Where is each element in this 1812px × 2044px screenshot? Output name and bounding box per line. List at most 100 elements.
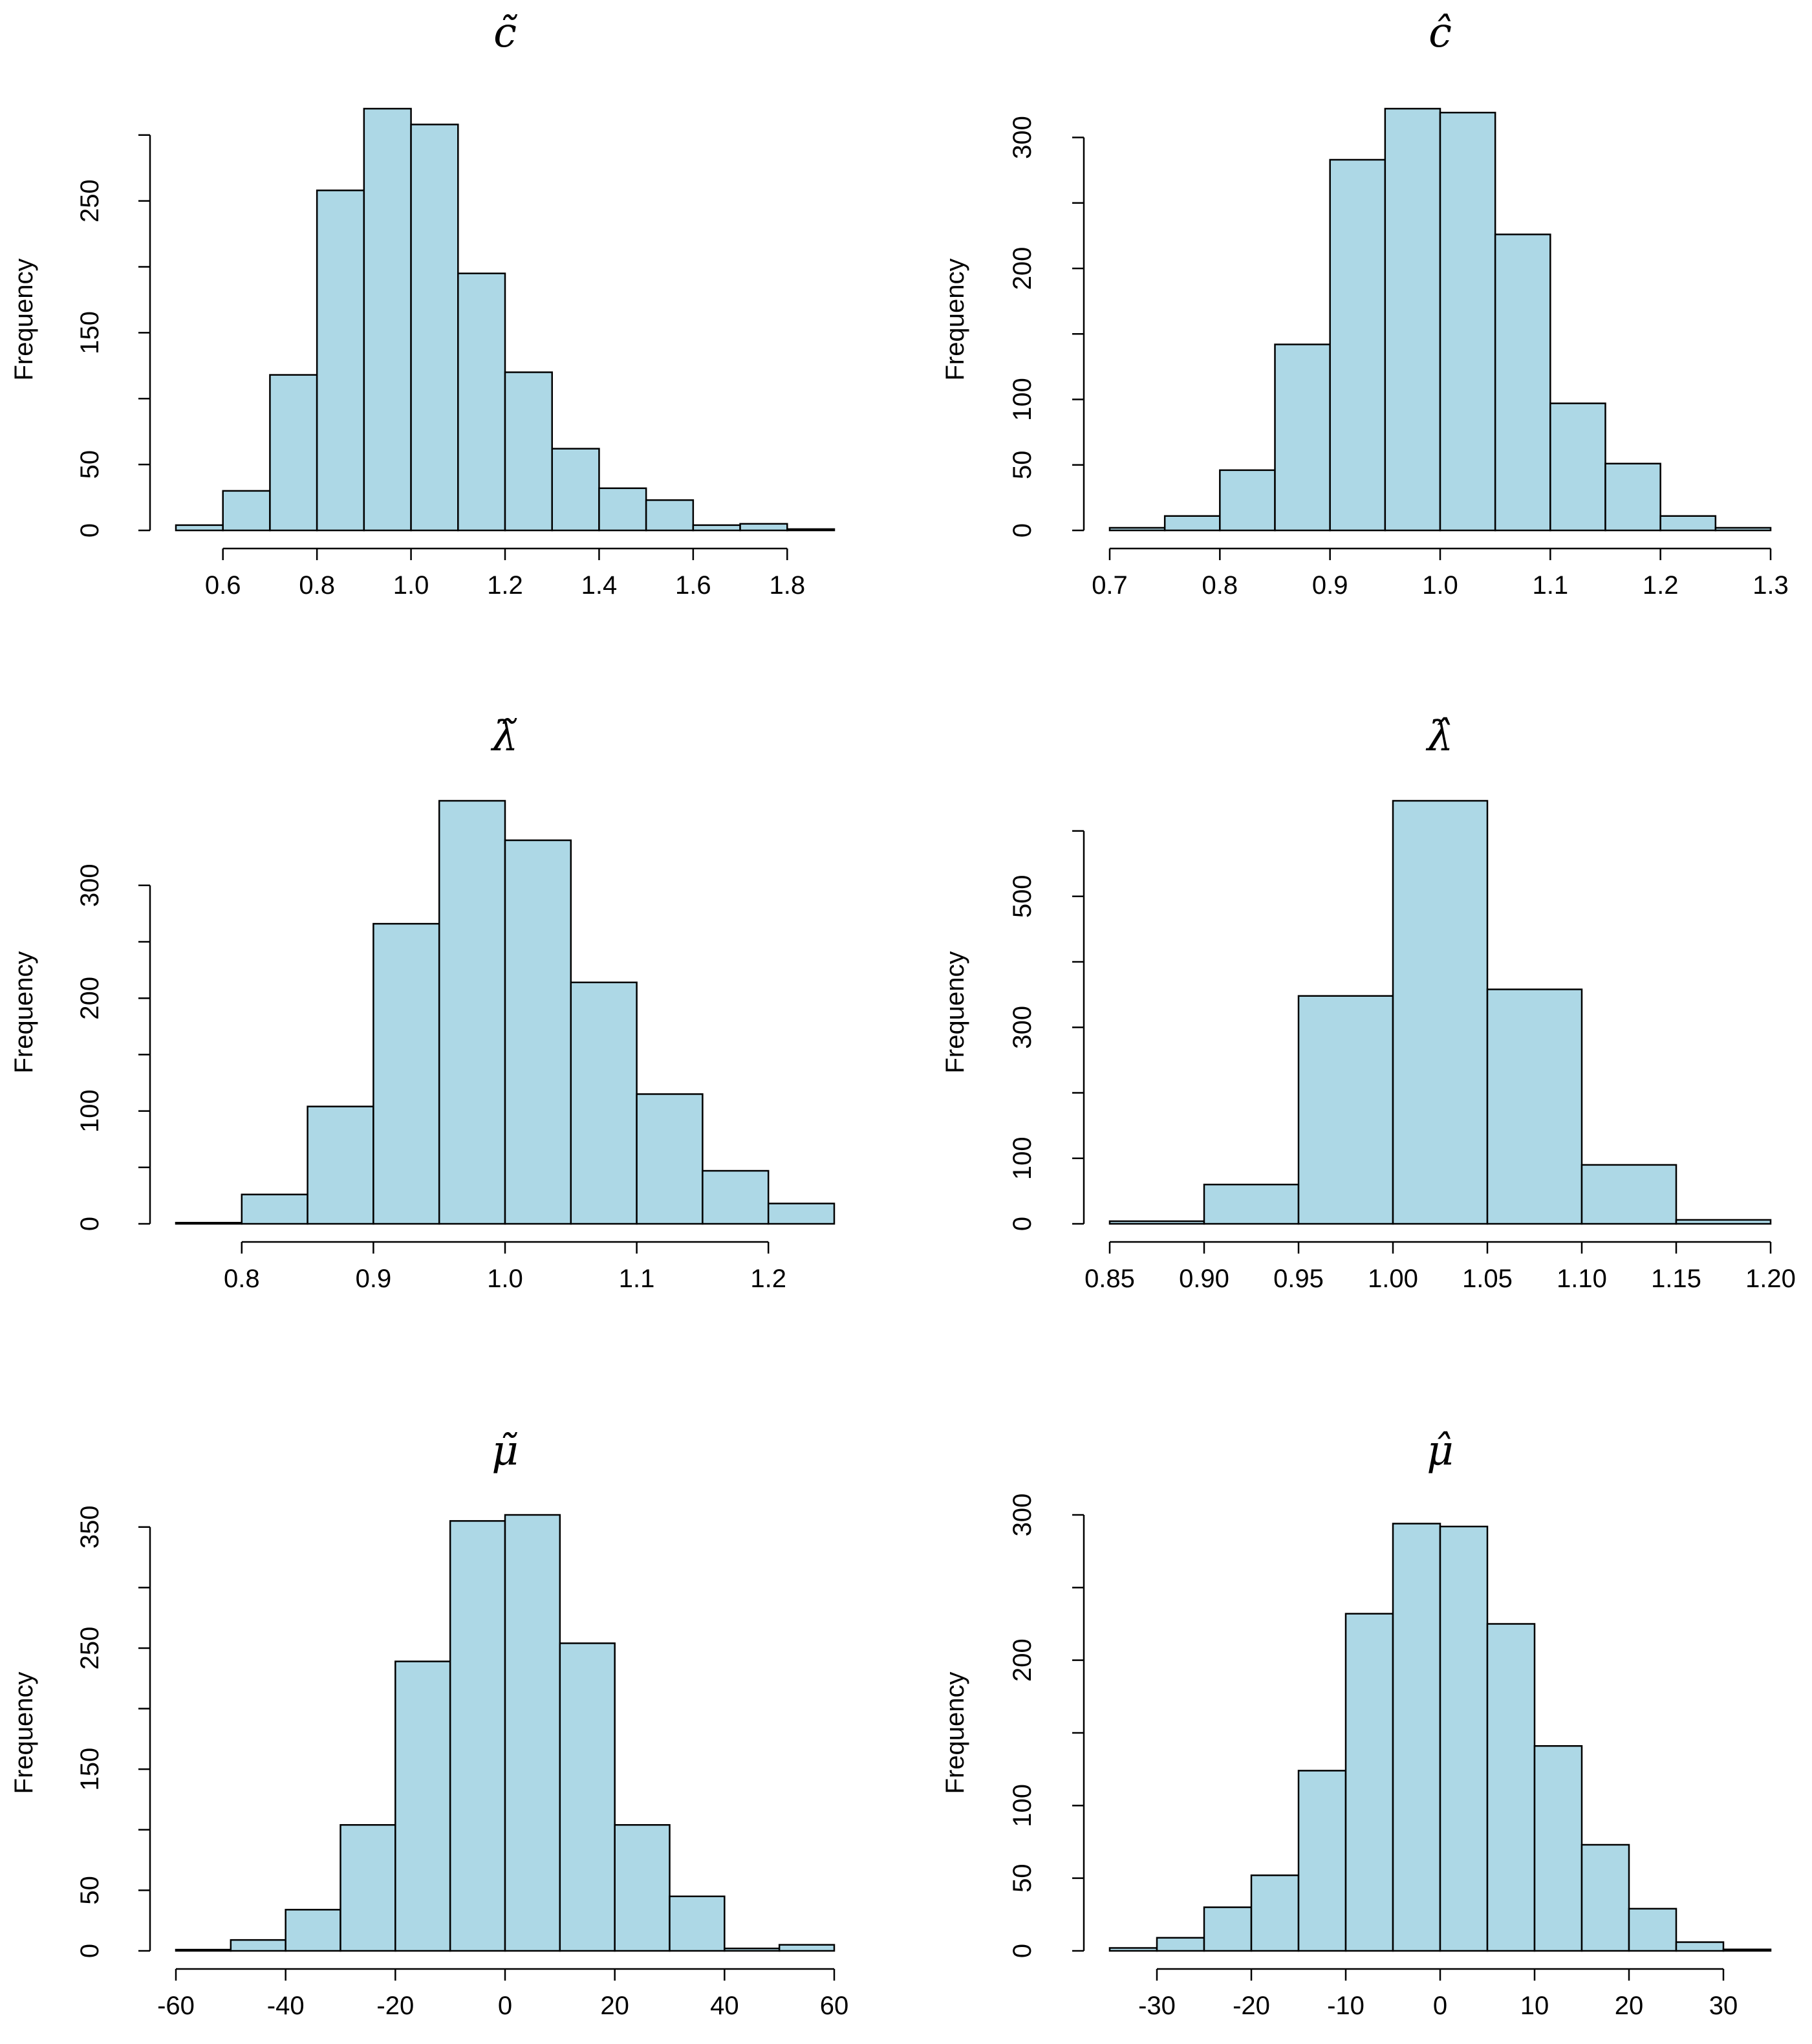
y-tick-label: 150 [76,311,104,354]
histogram-bar [1549,402,1606,532]
y-tick-label: 300 [76,864,104,907]
x-tick-label: 10 [1520,1992,1549,2020]
histogram-bar [1675,1941,1725,1952]
y-axis-label: Frequency [941,259,969,381]
histogram-bar [438,799,506,1225]
histogram-panel-1: c̃ 0.6 0.8 1.0 1.2 1.4 1.6 1.8 0 50 150 250 Frequenc… [10,9,836,600]
histogram-bar [175,1222,243,1225]
histogram-bar [1392,799,1489,1225]
chart-title: λ̃ [490,713,519,761]
y-tick-label: 250 [76,1627,104,1670]
histogram-bar [1439,1525,1489,1952]
x-tick-label: 1.0 [1422,571,1458,600]
histogram-bar [614,1824,671,1952]
histogram-bar [1344,1613,1394,1952]
histogram-bar [636,1093,704,1225]
y-tick-label: 0 [76,1944,104,1958]
y-axis-label: Frequency [941,951,969,1074]
x-tick-label: 40 [710,1992,739,2020]
y-tick-label: 100 [1008,378,1037,421]
chart-title: λ̂ [1425,713,1454,761]
y-tick-label: 50 [1008,451,1037,480]
histogram-bar [269,374,318,532]
x-tick-label: 30 [1709,1992,1738,2020]
histogram-bar [340,1824,396,1952]
y-tick-label: 250 [76,179,104,223]
histogram-bar [1297,1770,1347,1952]
x-tick-label: 1.15 [1651,1265,1701,1293]
y-axis-label: Frequency [10,259,38,381]
histogram-bar [1604,462,1661,532]
x-tick-label: 1.4 [581,571,618,600]
y-tick-label: 50 [76,1876,104,1905]
histogram-bar [175,1948,232,1952]
y-tick-label: 500 [1008,875,1037,918]
y-axis-label: Frequency [10,951,38,1074]
histogram-bar [316,190,365,532]
histogram-bar [692,524,741,532]
x-tick-label: 1.1 [1533,571,1569,600]
histogram-bar [175,524,224,532]
histogram-bar [504,1514,561,1952]
y-tick-label: 0 [76,1217,104,1231]
y-tick-label: 350 [76,1505,104,1549]
histogram-bar [1108,1947,1158,1952]
histogram-bar [230,1939,286,1952]
histogram-bar [1659,515,1717,532]
histogram-bar [1722,1948,1772,1952]
y-axis-label: Frequency [10,1672,38,1794]
histogram-bar [504,371,553,532]
x-tick-label: -40 [267,1992,305,2020]
x-tick-label: 1.2 [1643,571,1679,600]
histogram-panel-5: μ̃ -60 -40 -20 0 20 40 60 0 50 150 250 350 Frequency [10,1427,848,2020]
y-tick-label: 0 [1008,523,1037,538]
y-tick-label: 300 [1008,1006,1037,1049]
x-tick-label: 0.7 [1092,571,1128,600]
chart-title: μ̂ [1427,1427,1454,1475]
histogram-bar [1329,158,1386,532]
y-tick-label: 200 [1008,247,1037,290]
histogram-bar [551,448,600,532]
x-tick-label: 1.0 [393,571,429,600]
y-tick-label: 100 [76,1089,104,1133]
histogram-bar [1714,527,1772,532]
x-tick-label: 0.8 [1202,571,1238,600]
histogram-bar [1494,234,1551,532]
x-tick-label: 1.8 [769,571,805,600]
histogram-bar [1156,1937,1205,1952]
histogram-bar [1439,111,1496,532]
histogram-bar [1580,1164,1677,1225]
x-tick-label: 1.0 [487,1265,523,1293]
x-tick-label: -10 [1327,1992,1364,2020]
x-tick-label: 0 [1433,1992,1447,2020]
histogram-bar [241,1193,308,1225]
x-tick-label: 1.2 [487,571,523,600]
y-tick-label: 300 [1008,116,1037,159]
x-tick-label: 1.05 [1462,1265,1513,1293]
x-tick-label: -20 [376,1992,414,2020]
histogram-bar [1392,1523,1441,1952]
histogram-bar [504,839,572,1225]
histogram-panel-4: λ̂ 0.85 0.90 0.95 1.00 1.05 1.10 1.15 1.20 0 100 30… [941,713,1796,1293]
x-tick-label: 0.9 [356,1265,392,1293]
y-tick-label: 300 [1008,1494,1037,1537]
histogram-bar [739,523,788,532]
histogram-bar [1384,107,1441,532]
histogram-bar [1675,1219,1772,1225]
y-tick-label: 150 [76,1748,104,1791]
x-tick-label: -60 [157,1992,195,2020]
histogram-bar [767,1202,836,1225]
histogram-bar [363,107,412,532]
x-tick-label: 0.9 [1312,571,1348,600]
histogram-bar [1108,527,1166,532]
x-tick-label: -30 [1138,1992,1176,2020]
x-tick-label: 0.90 [1179,1265,1229,1293]
histogram-bar [1203,1184,1300,1225]
histogram-bar [570,981,638,1225]
y-tick-label: 0 [1008,1944,1037,1958]
histogram-bar [724,1948,781,1952]
x-tick-label: 1.00 [1368,1265,1418,1293]
histogram-bar [1628,1908,1677,1952]
x-tick-label: 1.1 [619,1265,655,1293]
